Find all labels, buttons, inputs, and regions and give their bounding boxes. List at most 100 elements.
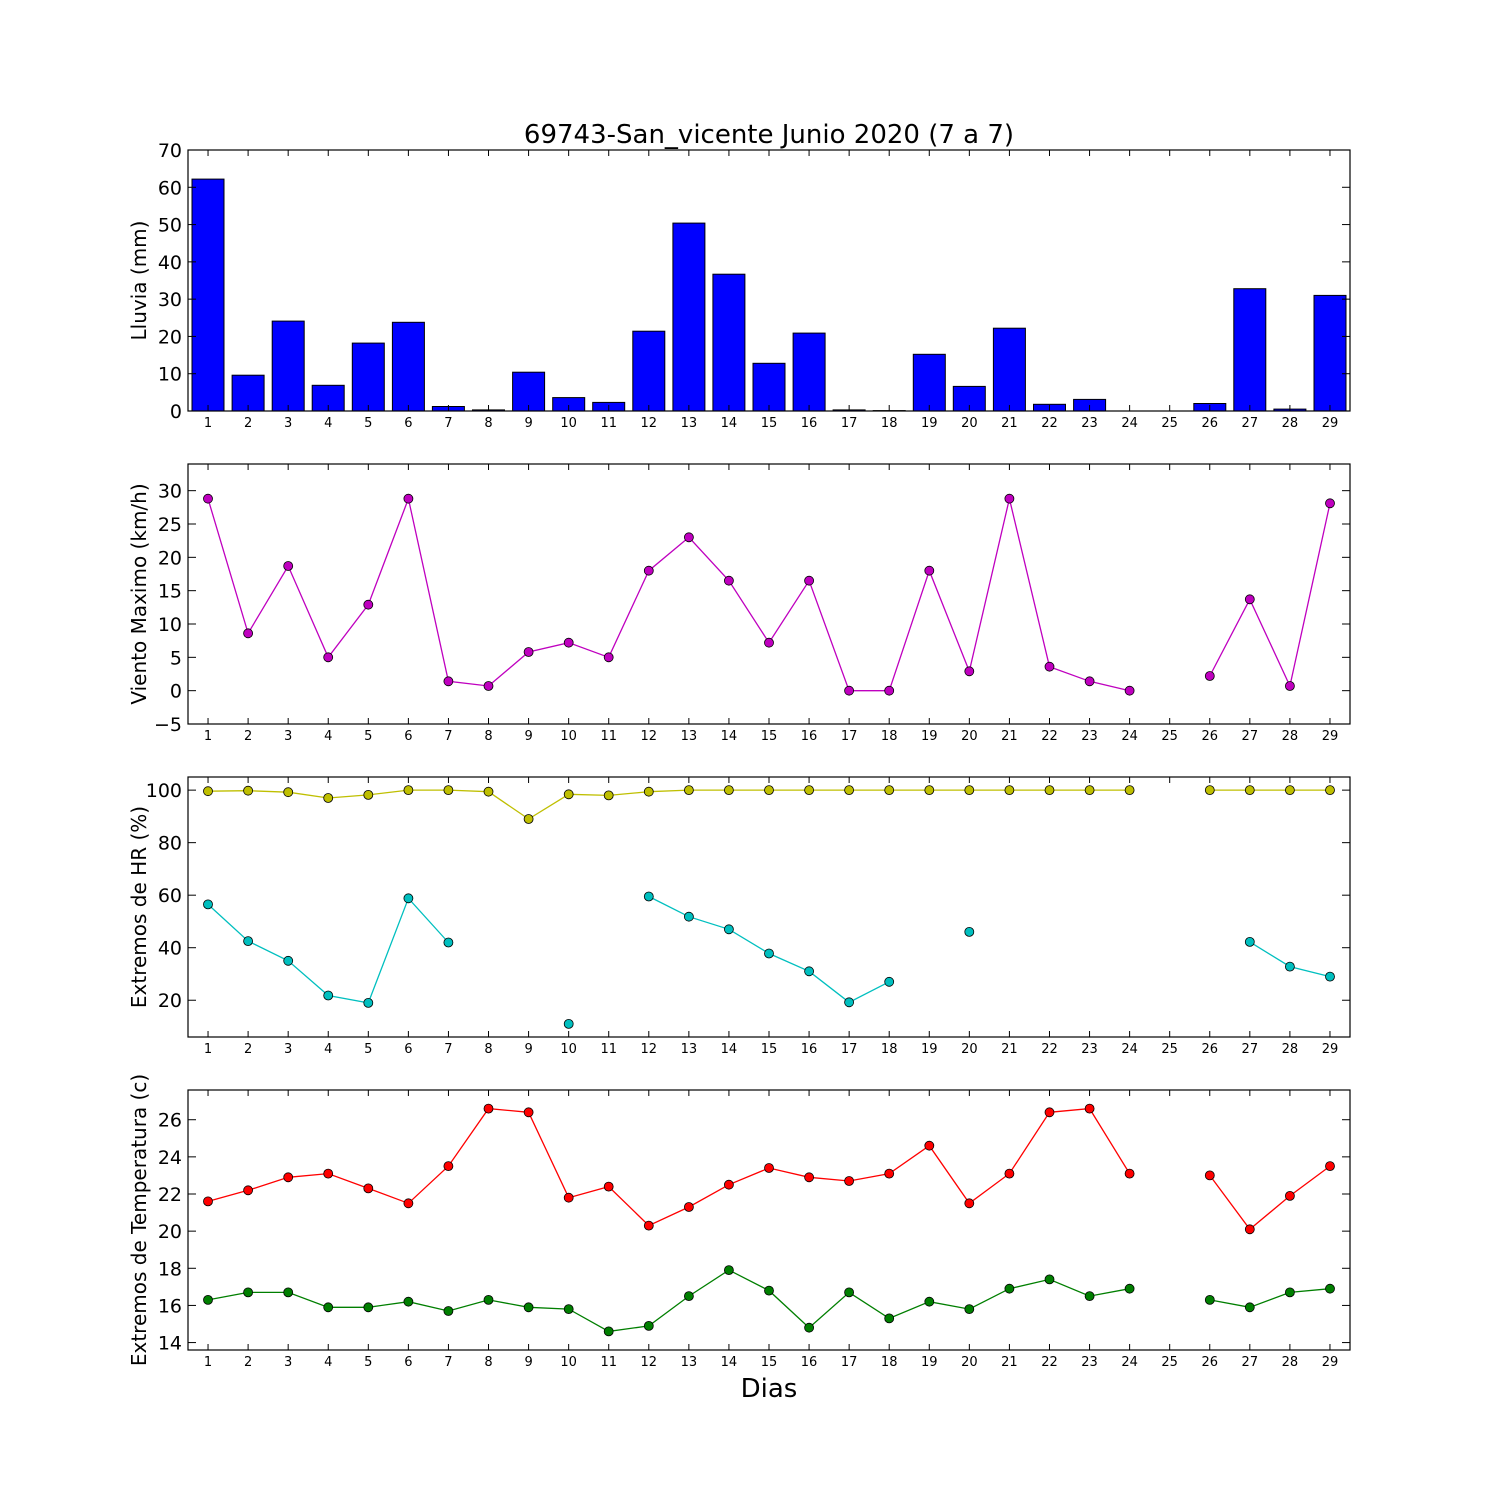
x-tick-label: 1 xyxy=(204,729,212,744)
x-tick-label: 11 xyxy=(600,729,617,744)
x-tick-label: 13 xyxy=(681,1042,698,1057)
temperature-series-1-point xyxy=(724,1179,734,1190)
x-tick-label: 25 xyxy=(1161,416,1178,431)
x-tick-label: 15 xyxy=(761,1355,778,1370)
rain-bar xyxy=(752,362,786,412)
wind-series-1-point xyxy=(1044,661,1055,672)
x-tick-label: 6 xyxy=(404,729,412,744)
x-tick-label: 7 xyxy=(444,1042,452,1057)
wind-series-1-point xyxy=(323,652,334,663)
temperature-series-2-point xyxy=(844,1287,854,1298)
x-tick-label: 15 xyxy=(761,416,778,431)
y-tick-label: 15 xyxy=(158,581,182,603)
temperature-series-2-point xyxy=(684,1291,694,1301)
x-tick-label: 20 xyxy=(961,1042,978,1057)
wind-series-1-point xyxy=(443,676,454,687)
x-tick-label: 23 xyxy=(1081,729,1098,744)
x-tick-label: 13 xyxy=(681,416,698,431)
x-tick-label: 6 xyxy=(404,1042,412,1057)
temperature-series-1-point xyxy=(1204,1170,1215,1181)
x-tick-label: 16 xyxy=(801,1355,818,1370)
chart-title: 69743-San_vicente Junio 2020 (7 a 7) xyxy=(524,120,1014,150)
humidity-series-2-point xyxy=(363,998,374,1008)
x-tick-label: 2 xyxy=(244,1042,252,1057)
y-tick-label: 5 xyxy=(170,647,182,669)
x-tick-label: 14 xyxy=(721,729,738,744)
temperature-series-1-line xyxy=(1209,1165,1331,1231)
x-tick-label: 1 xyxy=(204,1355,212,1370)
temperature-series-2-point xyxy=(764,1285,774,1296)
humidity-series-1-point xyxy=(1204,785,1215,795)
x-tick-label: 23 xyxy=(1081,1042,1098,1057)
temperature-series-2-point xyxy=(1325,1283,1335,1294)
temperature-series-2-point xyxy=(323,1302,334,1313)
humidity-series-2-point xyxy=(443,937,454,948)
wind-series-1-point xyxy=(403,493,414,504)
temperature-series-2-point xyxy=(1285,1287,1295,1298)
humidity-series-2-point xyxy=(323,990,334,1001)
rain-bar xyxy=(672,222,706,412)
x-tick-label: 9 xyxy=(524,416,532,431)
x-tick-label: 18 xyxy=(881,729,898,744)
y-tick-label: 20 xyxy=(158,990,182,1012)
rain-bar xyxy=(191,178,225,412)
temperature-series-1-point xyxy=(283,1172,294,1183)
temperature-series-2-point xyxy=(804,1322,814,1333)
x-tick-label: 19 xyxy=(921,1355,938,1370)
x-tick-label: 27 xyxy=(1242,416,1259,431)
x-tick-label: 4 xyxy=(324,1355,332,1370)
humidity-series-2-point xyxy=(403,893,414,904)
y-tick-label: 10 xyxy=(158,614,182,636)
x-tick-label: 22 xyxy=(1041,1355,1058,1370)
humidity-series-1-point xyxy=(563,789,574,800)
temperature-series-2-point xyxy=(563,1304,574,1314)
y-tick-label: 25 xyxy=(158,514,182,536)
humidity-series-1-point xyxy=(323,793,334,803)
x-tick-label: 8 xyxy=(484,1042,492,1057)
temperature-series-2-point xyxy=(483,1295,494,1305)
rain-bar xyxy=(271,320,305,412)
humidity-series-1-point xyxy=(1004,785,1015,795)
temperature-series-1-point xyxy=(1244,1224,1255,1235)
x-tick-label: 9 xyxy=(524,729,532,744)
y-tick-label: 30 xyxy=(158,481,182,503)
humidity-series-1-point xyxy=(1244,785,1255,795)
humidity-series-1-point xyxy=(403,785,414,795)
x-tick-label: 19 xyxy=(921,729,938,744)
rain-bar xyxy=(912,353,946,412)
x-tick-label: 7 xyxy=(444,416,452,431)
x-tick-label: 22 xyxy=(1041,1042,1058,1057)
x-tick-label: 19 xyxy=(921,1042,938,1057)
x-tick-label: 15 xyxy=(761,729,778,744)
y-tick-label: 30 xyxy=(158,289,182,311)
temperature-series-1-point xyxy=(1325,1161,1335,1171)
temperature-series-2-point xyxy=(603,1326,614,1337)
y-tick-label: −5 xyxy=(154,714,182,736)
humidity-series-2-point xyxy=(964,927,975,937)
x-tick-label: 27 xyxy=(1242,1042,1259,1057)
x-tick-label: 29 xyxy=(1322,729,1339,744)
temperature-series-1-point xyxy=(844,1176,854,1186)
humidity-series-2-point xyxy=(764,948,774,959)
humidity-series-1-point xyxy=(1285,785,1295,795)
temperature-series-1-point xyxy=(603,1181,614,1192)
x-tick-label: 3 xyxy=(284,1042,292,1057)
humidity-series-2-point xyxy=(724,924,734,935)
wind-series-1-point xyxy=(924,565,935,576)
x-tick-label: 20 xyxy=(961,1355,978,1370)
temperature-y-axis-label: Extremos de Temperatura (c) xyxy=(127,1074,151,1366)
y-tick-label: 40 xyxy=(158,252,182,274)
x-tick-label: 8 xyxy=(484,416,492,431)
x-tick-label: 24 xyxy=(1121,1355,1138,1370)
x-tick-label: 25 xyxy=(1161,1042,1178,1057)
temperature-series-2-point xyxy=(1124,1283,1135,1294)
x-tick-label: 23 xyxy=(1081,416,1098,431)
x-tick-label: 28 xyxy=(1282,729,1299,744)
wind-series-1-line xyxy=(1209,503,1331,689)
temperature-series-1-point xyxy=(1044,1107,1055,1118)
temperature-series-1-point xyxy=(203,1196,213,1207)
x-tick-label: 24 xyxy=(1121,729,1138,744)
humidity-series-1-line xyxy=(207,789,1130,820)
